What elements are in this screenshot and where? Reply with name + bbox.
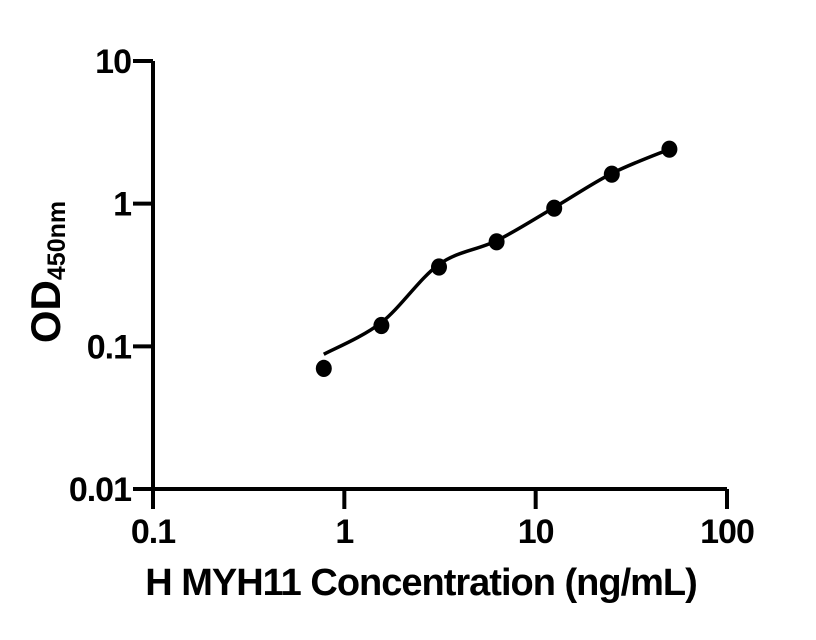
x-axis-title: H MYH11 Concentration (ng/mL)	[145, 562, 697, 604]
y-tick-label: 10	[95, 43, 131, 81]
y-tick-label: 1	[113, 186, 131, 224]
data-point	[373, 316, 390, 335]
y-axis-title: OD450nm	[22, 201, 71, 343]
x-tick-label: 100	[700, 513, 754, 551]
x-tick-label: 0.1	[131, 513, 175, 551]
data-point	[431, 258, 447, 276]
data-point	[661, 140, 678, 158]
data-point	[488, 233, 505, 251]
y-tick-label: 0.1	[87, 328, 131, 366]
data-point	[603, 165, 620, 183]
data-point	[315, 359, 332, 377]
x-tick-label: 10	[518, 513, 554, 551]
y-axis-title-sub: 450nm	[43, 201, 71, 280]
x-tick-label: 1	[335, 513, 353, 551]
y-tick-label: 0.01	[69, 471, 131, 509]
data-point	[546, 199, 563, 217]
y-axis-title-main: OD	[22, 280, 69, 343]
